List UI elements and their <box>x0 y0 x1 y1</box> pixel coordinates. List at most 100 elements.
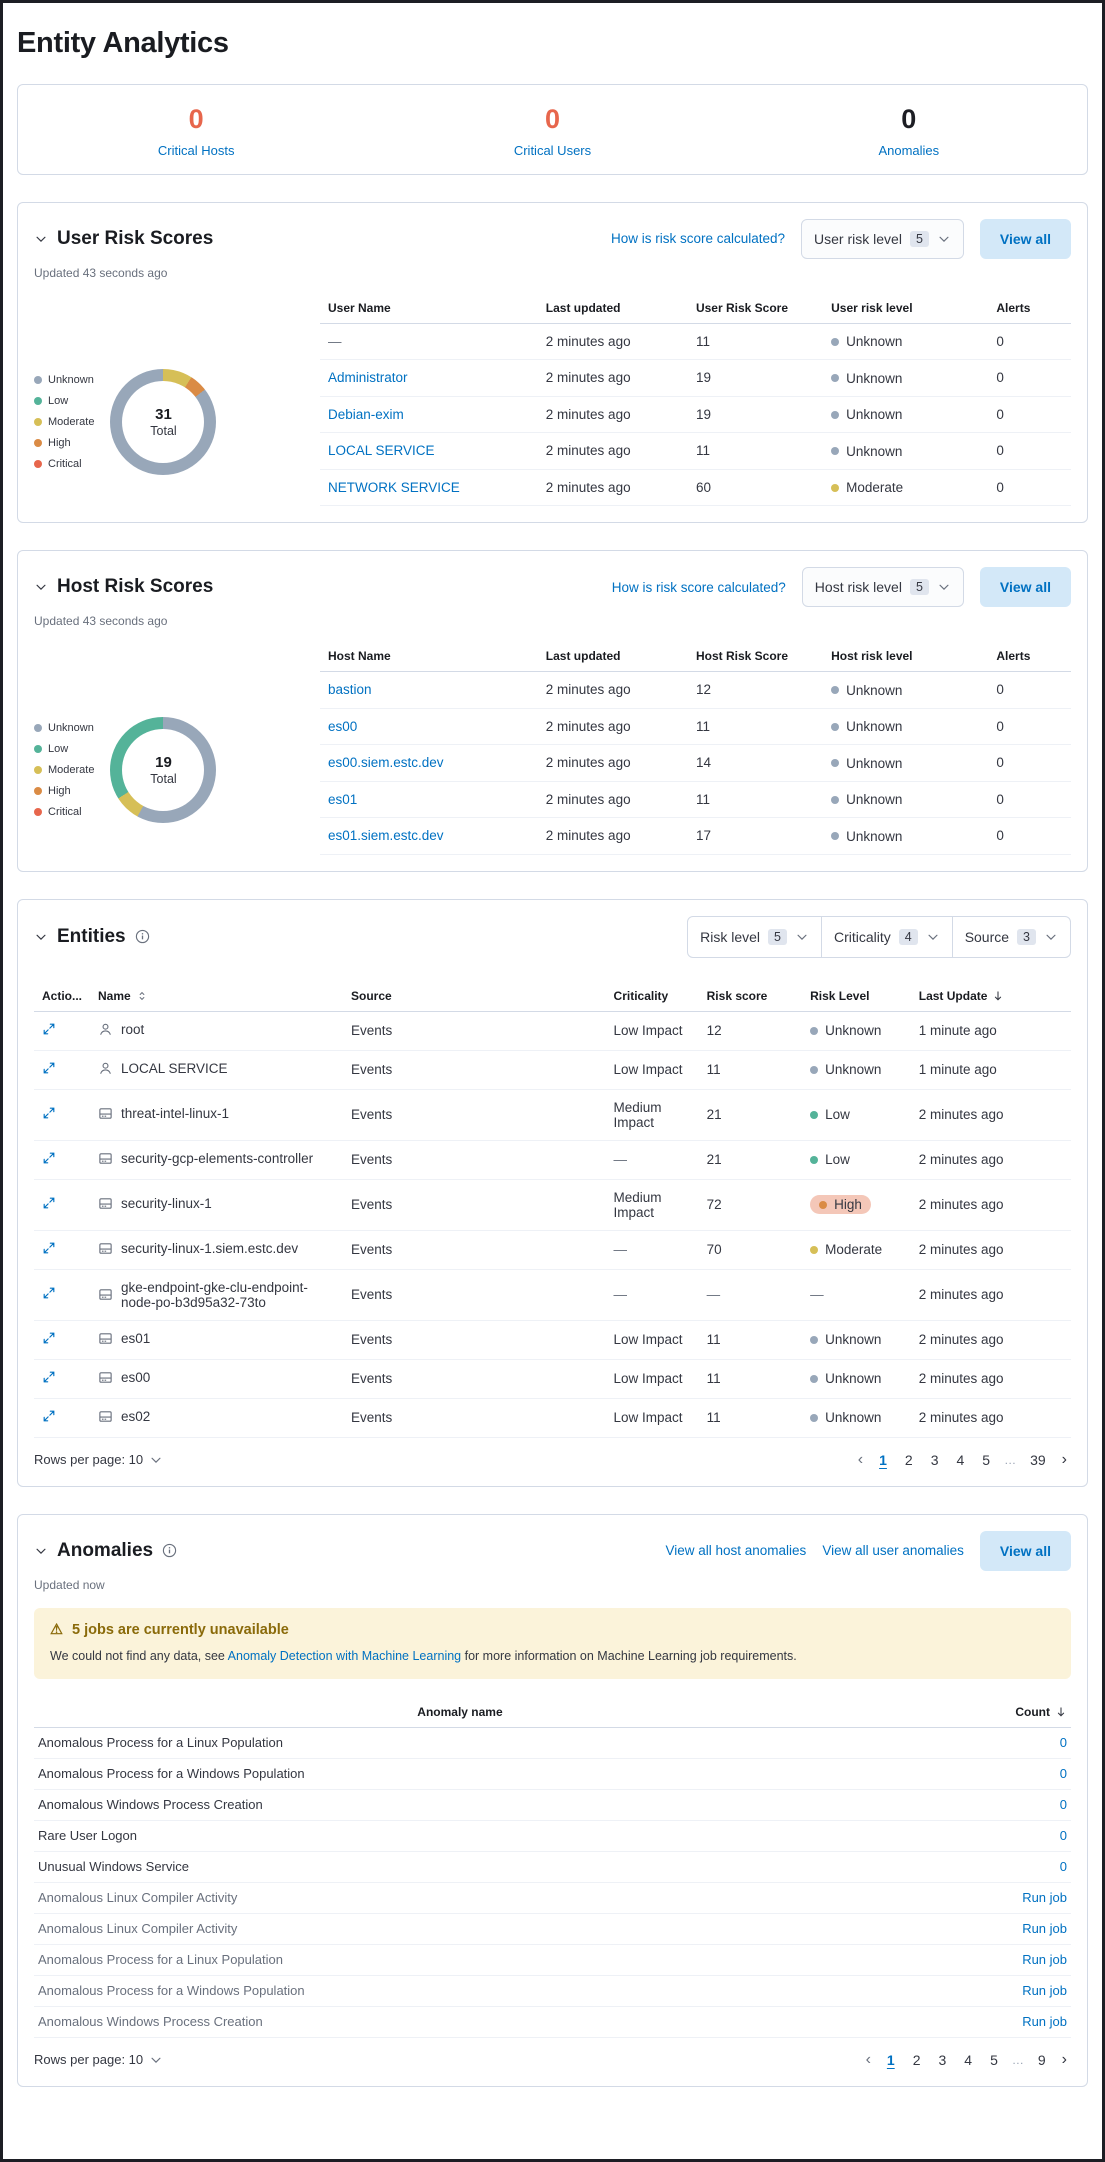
page-number-2[interactable]: 2 <box>904 1451 913 1468</box>
anomalies-table: Anomaly name Count Anomalous Process for… <box>34 1696 1071 2038</box>
entity-last-update: 2 minutes ago <box>910 1089 1071 1141</box>
host-risk-title-row: Host Risk Scores <box>34 576 213 598</box>
rows-per-page-select[interactable]: Rows per page: 10 <box>34 2052 163 2067</box>
anomalies-title-row: Anomalies <box>34 1540 177 1562</box>
open-entity-flyout-icon[interactable] <box>42 1286 56 1300</box>
entity-last-update: 2 minutes ago <box>910 1179 1071 1231</box>
filter-risk-level[interactable]: Risk level 5 <box>688 917 821 957</box>
how-risk-score-link[interactable]: How is risk score calculated? <box>611 579 786 595</box>
user-risk-view-all-button[interactable]: View all <box>979 218 1071 259</box>
page-number-4[interactable]: 4 <box>956 1451 965 1468</box>
filter-source[interactable]: Source 3 <box>951 916 1070 957</box>
open-entity-flyout-icon[interactable] <box>42 1241 56 1255</box>
view-all-user-anomalies-link[interactable]: View all user anomalies <box>822 1543 964 1559</box>
run-job-link[interactable]: Run job <box>1022 1921 1067 1937</box>
anomaly-count-link[interactable]: 0 <box>1059 1859 1067 1875</box>
user-risk-level-filter[interactable]: User risk level 5 <box>801 218 964 259</box>
run-job-link[interactable]: Run job <box>1022 1952 1067 1968</box>
host-icon <box>98 1370 113 1385</box>
entity-name-link[interactable]: Debian-exim <box>328 406 404 422</box>
column-header: Alerts <box>988 291 1071 324</box>
how-risk-score-link[interactable]: How is risk score calculated? <box>610 231 786 247</box>
collapse-chevron-icon[interactable] <box>34 232 48 246</box>
risk-level-text: Unknown <box>825 1062 882 1078</box>
page-number-5[interactable]: 5 <box>990 2051 998 2068</box>
risk-level-dot <box>810 1413 819 1422</box>
entity-name-link[interactable]: es01 <box>328 791 358 807</box>
risk-level-dot <box>831 410 840 419</box>
anomaly-count-link[interactable]: 0 <box>1059 1735 1067 1751</box>
entity-analytics-page: Entity Analytics 0 Critical Hosts 0 Crit… <box>3 3 1102 2134</box>
entity-name-link[interactable]: NETWORK SERVICE <box>328 479 460 495</box>
user-risk-panel: User Risk Scores How is risk score calcu… <box>17 201 1088 524</box>
open-entity-flyout-icon[interactable] <box>42 1061 56 1075</box>
page-number-2[interactable]: 2 <box>912 2051 921 2068</box>
collapse-chevron-icon[interactable] <box>34 1544 48 1558</box>
host-risk-view-all-button[interactable]: View all <box>979 567 1071 608</box>
entity-source: Events <box>342 1140 606 1180</box>
info-icon[interactable] <box>135 929 150 944</box>
view-all-host-anomalies-link[interactable]: View all host anomalies <box>665 1543 807 1559</box>
anomaly-count-link[interactable]: 0 <box>1059 1828 1067 1844</box>
page-number-3[interactable]: 3 <box>938 2051 947 2068</box>
risk-level-dot <box>810 1374 819 1383</box>
page-number-9[interactable]: 9 <box>1037 2051 1046 2068</box>
host-risk-title: Host Risk Scores <box>57 576 214 598</box>
run-job-link[interactable]: Run job <box>1022 2014 1067 2030</box>
risk-score: 11 <box>687 432 824 470</box>
open-entity-flyout-icon[interactable] <box>42 1196 56 1210</box>
collapse-chevron-icon[interactable] <box>34 930 48 944</box>
column-header-name[interactable]: Name <box>90 979 343 1012</box>
kpi-value: 0 <box>188 104 204 134</box>
next-page-arrow[interactable]: › <box>1061 2050 1067 2068</box>
page-number-3[interactable]: 3 <box>930 1451 939 1468</box>
previous-page-arrow[interactable]: ‹ <box>865 2050 871 2068</box>
risk-level: Unknown <box>831 719 902 734</box>
run-job-link[interactable]: Run job <box>1022 1983 1067 1999</box>
host-donut-total-label: Total <box>150 772 177 787</box>
page-number-39[interactable]: 39 <box>1030 1451 1046 1468</box>
anomalies-view-all-button[interactable]: View all <box>979 1530 1071 1571</box>
anomaly-count-link[interactable]: 0 <box>1059 1797 1067 1813</box>
entity-risk-score: — <box>698 1269 803 1321</box>
open-entity-flyout-icon[interactable] <box>42 1106 56 1120</box>
open-entity-flyout-icon[interactable] <box>42 1409 56 1423</box>
entity-name-link[interactable]: LOCAL SERVICE <box>328 443 435 459</box>
rows-per-page-select[interactable]: Rows per page: 10 <box>34 1452 163 1467</box>
table-row: Debian-exim 2 minutes ago 19 Unknown 0 <box>320 396 1071 434</box>
open-entity-flyout-icon[interactable] <box>42 1370 56 1384</box>
legend-item-critical: Critical <box>34 806 94 818</box>
collapse-chevron-icon[interactable] <box>34 580 48 594</box>
last-updated: 2 minutes ago <box>537 671 688 709</box>
open-entity-flyout-icon[interactable] <box>42 1022 56 1036</box>
info-icon[interactable] <box>162 1543 177 1558</box>
page-number-1[interactable]: 1 <box>879 1451 887 1468</box>
table-row: NETWORK SERVICE 2 minutes ago 60 Moderat… <box>320 469 1071 507</box>
page-number-1[interactable]: 1 <box>886 2051 895 2068</box>
kpi-label-link[interactable]: Critical Hosts <box>157 142 235 158</box>
table-row: es01 2 minutes ago 11 Unknown 0 <box>320 781 1071 819</box>
entity-risk-score: 70 <box>698 1230 803 1270</box>
entity-name-link[interactable]: Administrator <box>328 370 408 386</box>
anomaly-detection-ml-link[interactable]: Anomaly Detection with Machine Learning <box>227 1648 462 1663</box>
previous-page-arrow[interactable]: ‹ <box>857 1450 864 1468</box>
entity-name-link[interactable]: es01.siem.estc.dev <box>328 828 444 844</box>
column-header-count[interactable]: Count <box>885 1696 1071 1728</box>
anomaly-count-link[interactable]: 0 <box>1059 1766 1067 1782</box>
kpi-label-link[interactable]: Anomalies <box>878 142 940 158</box>
run-job-link[interactable]: Run job <box>1022 1890 1067 1906</box>
open-entity-flyout-icon[interactable] <box>42 1151 56 1165</box>
risk-level-dot <box>831 686 840 695</box>
open-entity-flyout-icon[interactable] <box>42 1331 56 1345</box>
column-header-last-update[interactable]: Last Update <box>910 979 1071 1012</box>
entity-name-link[interactable]: bastion <box>328 682 372 698</box>
next-page-arrow[interactable]: › <box>1061 1450 1067 1468</box>
entity-name-link[interactable]: es00.siem.estc.dev <box>328 755 444 771</box>
kpi-label-link[interactable]: Critical Users <box>513 142 592 158</box>
entity-name: root <box>121 1021 145 1037</box>
filter-criticality[interactable]: Criticality 4 <box>820 916 952 957</box>
page-number-5[interactable]: 5 <box>982 1451 991 1468</box>
entity-name-link[interactable]: es00 <box>328 718 358 734</box>
host-risk-level-filter[interactable]: Host risk level 5 <box>801 567 964 608</box>
page-number-4[interactable]: 4 <box>964 2051 973 2068</box>
